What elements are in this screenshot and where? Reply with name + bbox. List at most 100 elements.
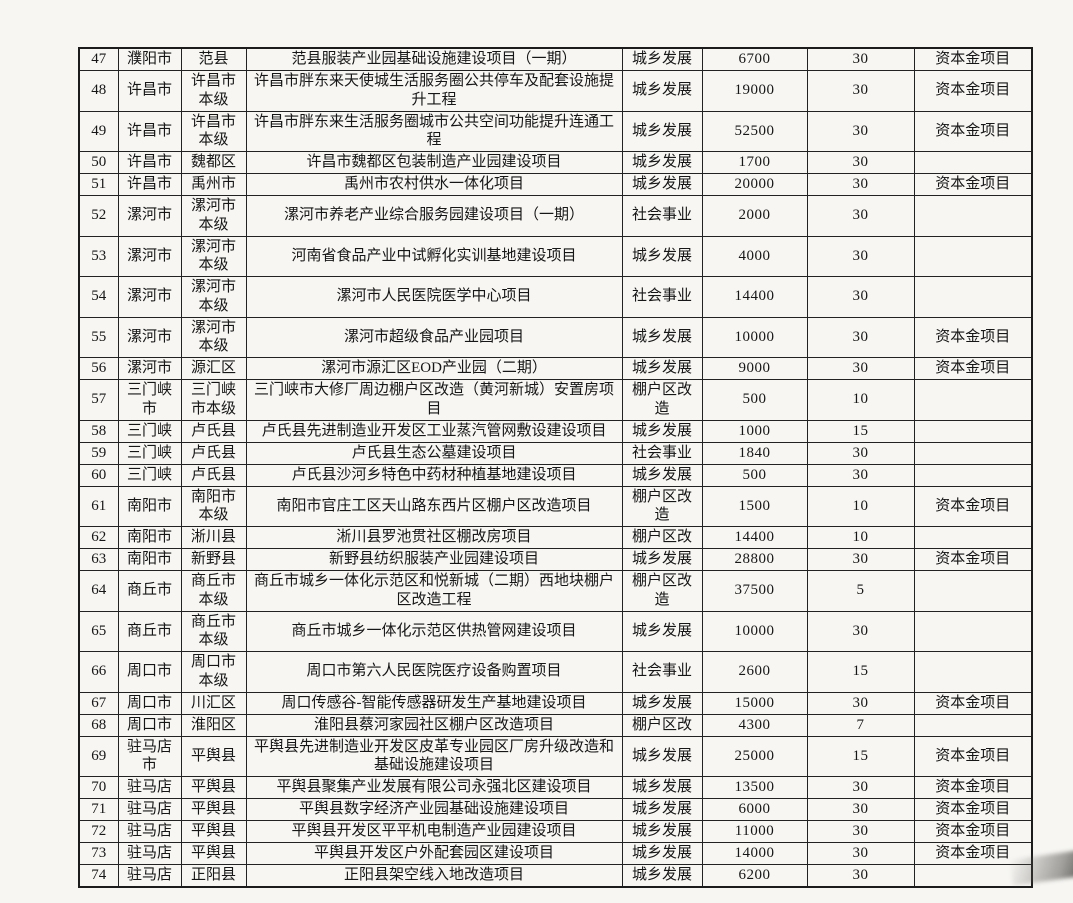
table-row: 69 驻马店市 平舆县 平舆县先进制造业开发区皮革专业园区厂房升级改造和基础设施建设项… xyxy=(78,735,1033,777)
note-cell xyxy=(913,441,1033,465)
percent-cell: 30 xyxy=(806,864,915,888)
projects-table-body: 47 濮阳市 范县 范县服装产业园基础设施建设项目（一期） 城乡发展 6700 30 资本金项… xyxy=(78,47,1033,888)
county-cell: 范县 xyxy=(180,47,247,71)
project-cell: 卢氏县生态公墓建设项目 xyxy=(245,441,623,465)
city-cell: 三门峡 xyxy=(117,441,182,465)
county-cell: 淮阳区 xyxy=(180,713,247,737)
amount-cell: 14400 xyxy=(701,526,808,549)
city-cell: 许昌市 xyxy=(117,151,182,174)
row-number-cell: 70 xyxy=(78,776,119,799)
amount-cell: 1840 xyxy=(701,441,808,465)
table-row: 63 南阳市 新野县 新野县纺织服装产业园建设项目 城乡发展 28800 30 资本金项目 xyxy=(78,548,1033,571)
county-cell: 川汇区 xyxy=(180,691,247,715)
county-cell: 周口市本级 xyxy=(180,651,247,693)
percent-cell: 15 xyxy=(806,735,915,777)
project-cell: 平舆县开发区平平机电制造产业园建设项目 xyxy=(245,820,623,843)
amount-cell: 14000 xyxy=(701,842,808,865)
percent-cell: 10 xyxy=(806,379,915,421)
row-number-cell: 47 xyxy=(78,47,119,71)
project-cell: 禹州市农村供水一体化项目 xyxy=(245,173,623,196)
note-cell: 资本金项目 xyxy=(913,842,1033,865)
row-number-cell: 60 xyxy=(78,463,119,487)
project-cell: 卢氏县先进制造业开发区工业蒸汽管网敷设建设项目 xyxy=(245,419,623,443)
percent-cell: 30 xyxy=(806,798,915,821)
table-row: 65 商丘市 商丘市本级 商丘市城乡一体化示范区供热管网建设项目 城乡发展 10000 30 xyxy=(78,610,1033,652)
table-row: 72 驻马店 平舆县 平舆县开发区平平机电制造产业园建设项目 城乡发展 11000 30 资本… xyxy=(78,820,1033,843)
row-number-cell: 57 xyxy=(78,379,119,421)
table-row: 58 三门峡 卢氏县 卢氏县先进制造业开发区工业蒸汽管网敷设建设项目 城乡发展 1000 1… xyxy=(78,419,1033,443)
amount-cell: 4300 xyxy=(701,713,808,737)
row-number-cell: 74 xyxy=(78,864,119,888)
category-cell: 棚户区改造 xyxy=(621,570,703,612)
percent-cell: 30 xyxy=(806,548,915,571)
category-cell: 棚户区改 xyxy=(621,713,703,737)
project-cell: 许昌市魏都区包装制造产业园建设项目 xyxy=(245,151,623,174)
row-number-cell: 72 xyxy=(78,820,119,843)
note-cell: 资本金项目 xyxy=(913,47,1033,71)
city-cell: 商丘市 xyxy=(117,570,182,612)
county-cell: 卢氏县 xyxy=(180,419,247,443)
note-cell: 资本金项目 xyxy=(913,548,1033,571)
project-cell: 漯河市养老产业综合服务园建设项目（一期） xyxy=(245,195,623,237)
category-cell: 城乡发展 xyxy=(621,735,703,777)
city-cell: 驻马店 xyxy=(117,842,182,865)
amount-cell: 6000 xyxy=(701,798,808,821)
table-row: 57 三门峡市 三门峡市本级 三门峡市大修厂周边棚户区改造（黄河新城）安置房项目 棚户区… xyxy=(78,379,1033,421)
county-cell: 平舆县 xyxy=(180,735,247,777)
amount-cell: 15000 xyxy=(701,691,808,715)
note-cell: 资本金项目 xyxy=(913,316,1033,358)
city-cell: 驻马店 xyxy=(117,864,182,888)
table-row: 56 漯河市 源汇区 漯河市源汇区EOD产业园（二期） 城乡发展 9000 30 资本金项目 xyxy=(78,357,1033,380)
note-cell xyxy=(913,463,1033,487)
note-cell: 资本金项目 xyxy=(913,70,1033,112)
project-cell: 平舆县聚集产业发展有限公司永强北区建设项目 xyxy=(245,776,623,799)
city-cell: 驻马店 xyxy=(117,820,182,843)
project-cell: 三门峡市大修厂周边棚户区改造（黄河新城）安置房项目 xyxy=(245,379,623,421)
county-cell: 漯河市本级 xyxy=(180,235,247,277)
percent-cell: 30 xyxy=(806,195,915,237)
category-cell: 城乡发展 xyxy=(621,864,703,888)
county-cell: 卢氏县 xyxy=(180,463,247,487)
category-cell: 城乡发展 xyxy=(621,463,703,487)
amount-cell: 10000 xyxy=(701,316,808,358)
county-cell: 魏都区 xyxy=(180,151,247,174)
amount-cell: 11000 xyxy=(701,820,808,843)
amount-cell: 28800 xyxy=(701,548,808,571)
note-cell xyxy=(913,379,1033,421)
row-number-cell: 69 xyxy=(78,735,119,777)
county-cell: 平舆县 xyxy=(180,776,247,799)
row-number-cell: 66 xyxy=(78,651,119,693)
row-number-cell: 51 xyxy=(78,173,119,196)
table-row: 55 漯河市 漯河市本级 漯河市超级食品产业园项目 城乡发展 10000 30 资本金项目 xyxy=(78,316,1033,358)
amount-cell: 20000 xyxy=(701,173,808,196)
amount-cell: 9000 xyxy=(701,357,808,380)
amount-cell: 500 xyxy=(701,379,808,421)
table-row: 54 漯河市 漯河市本级 漯河市人民医院医学中心项目 社会事业 14400 30 xyxy=(78,276,1033,318)
note-cell: 资本金项目 xyxy=(913,173,1033,196)
city-cell: 周口市 xyxy=(117,691,182,715)
percent-cell: 30 xyxy=(806,610,915,652)
amount-cell: 2000 xyxy=(701,195,808,237)
category-cell: 城乡发展 xyxy=(621,47,703,71)
category-cell: 城乡发展 xyxy=(621,357,703,380)
percent-cell: 30 xyxy=(806,110,915,152)
category-cell: 棚户区改造 xyxy=(621,379,703,421)
row-number-cell: 48 xyxy=(78,70,119,112)
note-cell xyxy=(913,526,1033,549)
project-cell: 范县服装产业园基础设施建设项目（一期） xyxy=(245,47,623,71)
note-cell xyxy=(913,651,1033,693)
project-cell: 平舆县先进制造业开发区皮革专业园区厂房升级改造和基础设施建设项目 xyxy=(245,735,623,777)
percent-cell: 10 xyxy=(806,526,915,549)
city-cell: 许昌市 xyxy=(117,70,182,112)
percent-cell: 10 xyxy=(806,485,915,527)
county-cell: 商丘市本级 xyxy=(180,570,247,612)
category-cell: 社会事业 xyxy=(621,195,703,237)
project-cell: 商丘市城乡一体化示范区供热管网建设项目 xyxy=(245,610,623,652)
row-number-cell: 71 xyxy=(78,798,119,821)
category-cell: 社会事业 xyxy=(621,276,703,318)
category-cell: 棚户区改造 xyxy=(621,485,703,527)
county-cell: 平舆县 xyxy=(180,798,247,821)
percent-cell: 15 xyxy=(806,651,915,693)
city-cell: 驻马店 xyxy=(117,776,182,799)
city-cell: 商丘市 xyxy=(117,610,182,652)
